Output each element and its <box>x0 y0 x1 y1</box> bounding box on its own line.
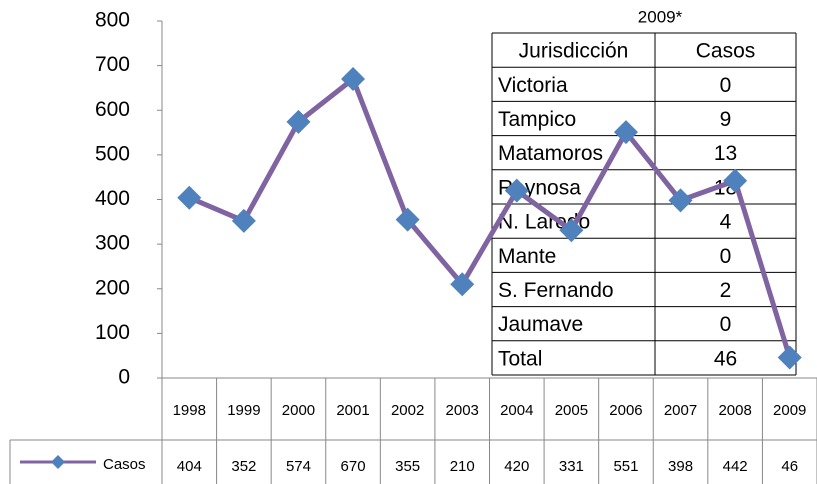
x-tick-label: 1999 <box>227 402 260 419</box>
inset-cell: 0 <box>720 74 732 97</box>
inset-cell: 0 <box>720 245 732 268</box>
x-tick-label: 2000 <box>282 402 315 419</box>
table-value: 46 <box>781 458 798 475</box>
inset-cell: 9 <box>720 108 732 131</box>
y-tick-label: 600 <box>95 98 130 121</box>
y-tick-label: 400 <box>95 187 130 210</box>
x-tick-label: 2001 <box>336 402 369 419</box>
marker <box>450 272 475 297</box>
x-tick-label: 2007 <box>664 402 697 419</box>
inset-cell: Matamoros <box>498 142 603 165</box>
table-value: 420 <box>504 458 529 475</box>
legend-label: Casos <box>103 456 146 473</box>
inset-title: 2009* <box>638 7 683 26</box>
x-tick-label: 2002 <box>391 402 424 419</box>
table-value: 355 <box>395 458 420 475</box>
y-tick-label: 500 <box>95 142 130 165</box>
marker <box>341 67 366 92</box>
y-tick-label: 700 <box>95 53 130 76</box>
table-value: 551 <box>613 458 638 475</box>
table-value: 574 <box>286 458 311 475</box>
marker <box>777 345 802 370</box>
inset-cell: 2 <box>720 279 732 302</box>
inset-cell: 0 <box>720 313 732 336</box>
y-tick-label: 0 <box>118 366 130 389</box>
marker <box>504 178 529 203</box>
x-tick-label: 2003 <box>446 402 479 419</box>
table-value: 670 <box>341 458 366 475</box>
table-value: 398 <box>668 458 693 475</box>
x-tick-label: 2005 <box>555 402 588 419</box>
x-tick-label: 2006 <box>609 402 642 419</box>
inset-cell: Victoria <box>498 74 568 97</box>
marker <box>231 208 256 233</box>
y-tick-label: 800 <box>95 9 130 32</box>
table-value: 352 <box>231 458 256 475</box>
marker <box>559 218 584 243</box>
marker <box>723 168 748 193</box>
y-tick-label: 300 <box>95 232 130 255</box>
inset-header: Jurisdicción <box>519 40 629 63</box>
inset-header: Casos <box>696 40 756 63</box>
marker <box>395 207 420 232</box>
inset-cell: 13 <box>714 142 737 165</box>
inset-cell: 4 <box>720 211 732 234</box>
inset-cell: Jaumave <box>498 313 583 336</box>
legend-marker <box>51 455 65 469</box>
marker <box>668 188 693 213</box>
marker <box>613 120 638 145</box>
inset-cell: Mante <box>498 245 556 268</box>
inset-cell: S. Fernando <box>498 279 614 302</box>
inset-cell: Total <box>498 347 542 370</box>
x-tick-label: 2004 <box>500 402 533 419</box>
inset-cell: Tampico <box>498 108 576 131</box>
y-tick-label: 100 <box>95 321 130 344</box>
table-value: 404 <box>177 458 202 475</box>
table-value: 331 <box>559 458 584 475</box>
table-value: 210 <box>450 458 475 475</box>
line <box>188 76 793 359</box>
marker <box>177 185 202 210</box>
x-tick-label: 2009 <box>773 402 806 419</box>
marker <box>286 109 311 134</box>
y-tick-label: 200 <box>95 276 130 299</box>
x-tick-label: 2008 <box>718 402 751 419</box>
table-value: 442 <box>723 458 748 475</box>
inset-cell: 46 <box>714 347 737 370</box>
x-tick-label: 1998 <box>173 402 206 419</box>
